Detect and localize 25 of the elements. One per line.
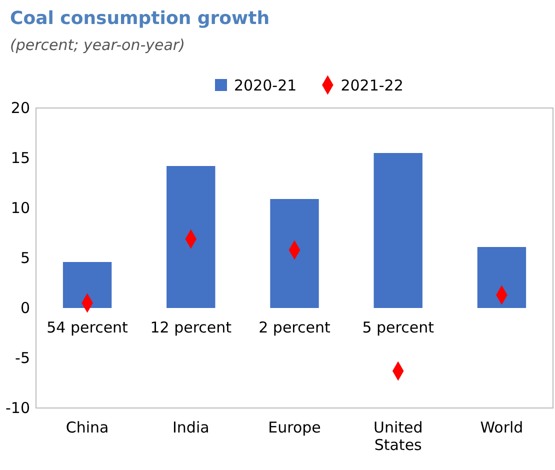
chart-subtitle: (percent; year-on-year)	[10, 36, 185, 54]
chart-title: Coal consumption growth	[10, 8, 270, 29]
bar	[374, 153, 422, 308]
y-tick-label: 15	[10, 148, 30, 167]
x-tick-label: India	[172, 418, 210, 437]
y-tick-label: 0	[20, 298, 30, 317]
y-tick-label: -10	[6, 398, 30, 417]
bar	[477, 247, 526, 308]
annotation: 5 percent	[362, 318, 434, 336]
annotation: 12 percent	[150, 318, 232, 336]
bar	[62, 262, 112, 308]
x-tick-label: World	[480, 418, 524, 437]
y-tick-label: 10	[10, 198, 30, 217]
x-tick-label: China	[66, 418, 109, 437]
y-tick-label: 20	[10, 98, 30, 117]
y-tick-label: 5	[20, 248, 30, 267]
y-tick-label: -5	[15, 348, 30, 367]
bar	[166, 166, 216, 308]
legend-label: 2021-22	[340, 76, 404, 94]
bar	[270, 199, 319, 308]
x-tick-label: United States	[373, 418, 423, 454]
x-tick-label: Europe	[268, 418, 321, 437]
annotation: 2 percent	[258, 318, 330, 336]
legend-label: 2020-21	[234, 76, 297, 94]
annotation: 54 percent	[46, 318, 128, 336]
